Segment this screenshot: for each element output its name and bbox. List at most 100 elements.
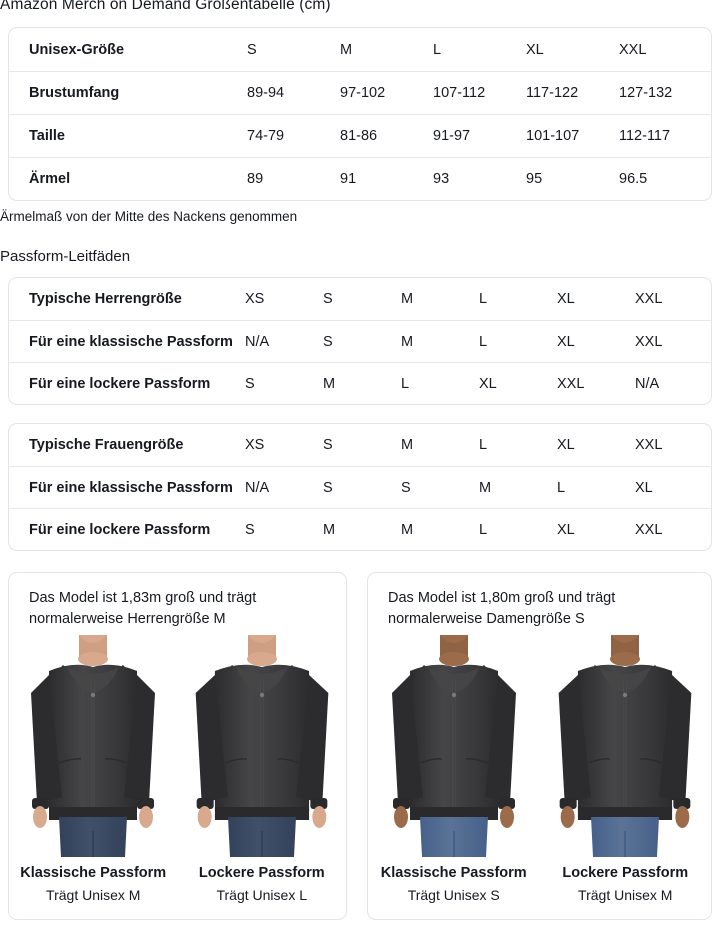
model-description: Das Model ist 1,80m groß und trägt norma… (388, 590, 616, 628)
table-cell: M (401, 521, 414, 538)
table-cell: M (401, 333, 414, 350)
table-cell: M (323, 375, 336, 392)
table-cell: N/A (245, 479, 270, 496)
table-cell: S (323, 333, 333, 350)
table-cell: 89-94 (247, 85, 285, 101)
table-row: Typische Herrengröße XS S M L XL XXL (9, 278, 711, 320)
mens-fit-table: Typische Herrengröße XS S M L XL XXL Für eine k… (8, 277, 712, 405)
table-cell: XS (245, 291, 265, 307)
table-cell: 89 (247, 171, 264, 187)
table-cell: N/A (245, 333, 270, 350)
table-cell: 107-112 (433, 85, 486, 101)
table-cell: XS (245, 437, 265, 453)
table-cell: 81-86 (340, 128, 378, 144)
table-cell: S (245, 521, 255, 538)
figure-caption: Klassische Passform Trägt Unisex M (18, 865, 168, 903)
table-cell: 91 (340, 171, 357, 187)
table-cell: 117-122 (526, 85, 579, 101)
figure-caption: Lockere Passform Trägt Unisex L (187, 865, 337, 903)
table-row: Taille 74-79 81-86 91-97 101-107 112-117 (9, 114, 711, 157)
table-row: Brustumfang 89-94 97-102 107-112 117-122 127-… (9, 71, 711, 114)
table-cell: XXL (557, 375, 585, 392)
wears-size: Trägt Unisex L (216, 887, 307, 903)
table-cell: 112-117 (619, 128, 671, 144)
wears-size: Trägt Unisex S (407, 887, 500, 903)
table-cell: L (479, 521, 488, 538)
table-cell: XXL (619, 41, 647, 58)
table-cell: 95 (526, 171, 543, 187)
model-figures (9, 635, 346, 857)
table-row: Für eine lockere Passform S M L XL XXL N/A (9, 362, 711, 404)
table-cell: 93 (433, 171, 450, 187)
row-header-label: Für eine lockere Passform (29, 521, 211, 538)
table-cell: 91-97 (433, 128, 471, 144)
page-title: Amazon Merch on Demand Größentabelle (cm… (0, 0, 331, 13)
fit-name: Klassische Passform (20, 865, 167, 881)
table-row: Unisex-Größe S M L XL XXL (9, 28, 711, 71)
table-row: Ärmel 89 91 93 95 96.5 (9, 157, 711, 200)
male-model-classic-fit-image (31, 635, 156, 857)
figure-caption: Lockere Passform Trägt Unisex M (550, 865, 700, 903)
table-row: Für eine klassische Passform N/A S M L XL XXL (9, 320, 711, 362)
table-cell: M (401, 437, 414, 453)
table-cell: XXL (635, 521, 663, 538)
table-cell: XXL (635, 437, 663, 453)
row-header-label: Taille (29, 128, 65, 144)
model-figures (368, 635, 711, 857)
model-description: Das Model ist 1,83m groß und trägt norma… (29, 590, 257, 628)
table-cell: S (323, 479, 333, 496)
table-cell: 74-79 (247, 128, 285, 144)
table-cell: 97-102 (340, 85, 386, 101)
model-figure (383, 635, 525, 857)
table-cell: N/A (635, 375, 660, 392)
fit-name: Lockere Passform (198, 865, 325, 881)
table-cell: L (433, 41, 442, 58)
table-cell: M (479, 479, 492, 496)
table-cell: XL (635, 479, 653, 496)
table-cell: M (401, 291, 414, 307)
table-cell: L (557, 479, 566, 496)
fit-name: Klassische Passform (380, 865, 527, 881)
table-cell: XL (557, 521, 575, 538)
row-header-label: Für eine klassische Passform (29, 479, 233, 496)
fit-guides-heading: Passform-Leitfäden (0, 248, 131, 265)
table-cell: XL (557, 437, 575, 453)
model-figure (191, 635, 333, 857)
table-cell: XL (557, 333, 575, 350)
unisex-size-table: Unisex-Größe S M L XL XXL Brustumfang 89-94 97-1… (8, 27, 712, 201)
table-cell: S (401, 479, 411, 496)
row-header-label: Typische Frauengröße (29, 437, 184, 453)
mens-model-card: Das Model ist 1,83m groß und trägt norma… (8, 572, 347, 920)
table-row: Für eine klassische Passform N/A S S M L XL (9, 466, 711, 508)
male-model-loose-fit-image (195, 635, 329, 857)
row-header-label: Für eine klassische Passform (29, 333, 233, 350)
figure-captions: Klassische Passform Trägt Unisex S Lockere… (368, 865, 711, 903)
table-cell: 101-107 (526, 128, 580, 144)
table-cell: S (247, 41, 257, 58)
table-cell: M (340, 41, 353, 58)
row-header-label: Unisex-Größe (29, 41, 125, 58)
wears-size: Trägt Unisex M (578, 887, 673, 903)
table-cell: 96.5 (619, 171, 648, 187)
table-cell: XL (557, 291, 575, 307)
row-header-label: Für eine lockere Passform (29, 375, 211, 392)
row-header-label: Typische Herrengröße (29, 291, 182, 307)
table-row: Typische Frauengröße XS S M L XL XXL (9, 424, 711, 466)
female-model-loose-fit-image (558, 635, 692, 857)
table-cell: XXL (635, 291, 663, 307)
row-header-label: Ärmel (29, 171, 71, 187)
figure-captions: Klassische Passform Trägt Unisex M Lockere… (9, 865, 346, 903)
fit-name: Lockere Passform (562, 865, 689, 881)
figure-caption: Klassische Passform Trägt Unisex S (379, 865, 529, 903)
row-header-label: Brustumfang (29, 85, 120, 101)
wears-size: Trägt Unisex M (46, 887, 141, 903)
table-cell: S (245, 375, 255, 392)
table-cell: S (323, 437, 333, 453)
womens-model-card: Das Model ist 1,80m groß und trägt norma… (367, 572, 712, 920)
table-cell: XL (526, 41, 544, 58)
sleeve-measurement-note: Ärmelmaß von der Mitte des Nackens genom… (0, 209, 298, 224)
model-figure (554, 635, 696, 857)
table-cell: L (479, 437, 488, 453)
model-figure (22, 635, 164, 857)
